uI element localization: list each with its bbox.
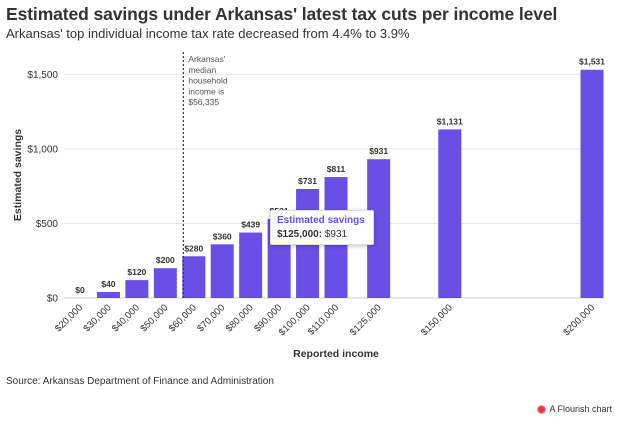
x-tick-label: $150,000 [419, 302, 455, 338]
chart-subtitle: Arkansas' top individual income tax rate… [6, 26, 410, 41]
x-tick-label: $50,000 [138, 302, 170, 334]
bar-value-label: $439 [241, 220, 260, 230]
x-tick-label: $20,000 [53, 302, 85, 334]
median-annotation-text: median [188, 65, 216, 75]
y-tick-label: $1,000 [27, 144, 58, 155]
tooltip-title: Estimated savings [277, 215, 365, 226]
x-tick-label: $80,000 [224, 302, 256, 334]
x-tick-label: $125,000 [348, 302, 384, 338]
flourish-logo-icon [538, 405, 546, 413]
bar [239, 232, 263, 298]
source-note: Source: Arkansas Department of Finance a… [6, 376, 274, 387]
bar [580, 69, 604, 298]
x-tick-label: $100,000 [277, 302, 313, 338]
bar-value-label: $120 [127, 267, 146, 277]
bar-value-label: $931 [369, 146, 388, 156]
hover-tooltip: Estimated savings $125,000: $931 [270, 210, 374, 245]
flourish-credit-link[interactable]: A Flourish chart [538, 404, 612, 414]
bar-value-label: $1,531 [579, 57, 605, 67]
x-tick-label: $200,000 [561, 302, 597, 338]
x-tick-label: $30,000 [82, 302, 114, 334]
bar [96, 292, 120, 298]
flourish-credit-label: A Flourish chart [549, 404, 612, 414]
bar-value-label: $731 [298, 176, 317, 186]
bar-value-label: $40 [101, 279, 115, 289]
x-axis-title: Reported income [293, 348, 379, 360]
bar-value-label: $200 [156, 255, 175, 265]
bar [153, 268, 177, 298]
y-tick-label: $1,500 [27, 70, 58, 81]
x-tick-label: $110,000 [306, 302, 341, 337]
median-annotation-text: income is [188, 86, 224, 96]
bar [182, 256, 206, 298]
bar-value-label: $280 [184, 243, 203, 253]
x-tick-label: $40,000 [110, 302, 142, 334]
y-axis-title: Estimated savings [12, 129, 24, 221]
tooltip-key: $125,000: [277, 229, 323, 240]
bar [210, 244, 234, 298]
chart-title: Estimated savings under Arkansas' latest… [6, 4, 558, 24]
x-tick-label: $60,000 [167, 302, 199, 334]
median-annotation-text: Arkansas' [188, 54, 225, 64]
bar-value-label: $0 [75, 285, 85, 295]
median-annotation-text: household [188, 76, 228, 86]
y-tick-label: $0 [47, 294, 59, 305]
bar [367, 159, 391, 298]
bar-value-label: $1,131 [437, 116, 463, 126]
bar [438, 129, 462, 298]
y-tick-label: $500 [36, 219, 59, 230]
bar-value-label: $811 [327, 164, 346, 174]
bar [125, 280, 149, 298]
bar-value-label: $360 [213, 231, 232, 241]
x-tick-label: $70,000 [195, 302, 227, 334]
tooltip-value: $931 [324, 229, 348, 240]
median-annotation-text: $56,335 [188, 97, 219, 107]
